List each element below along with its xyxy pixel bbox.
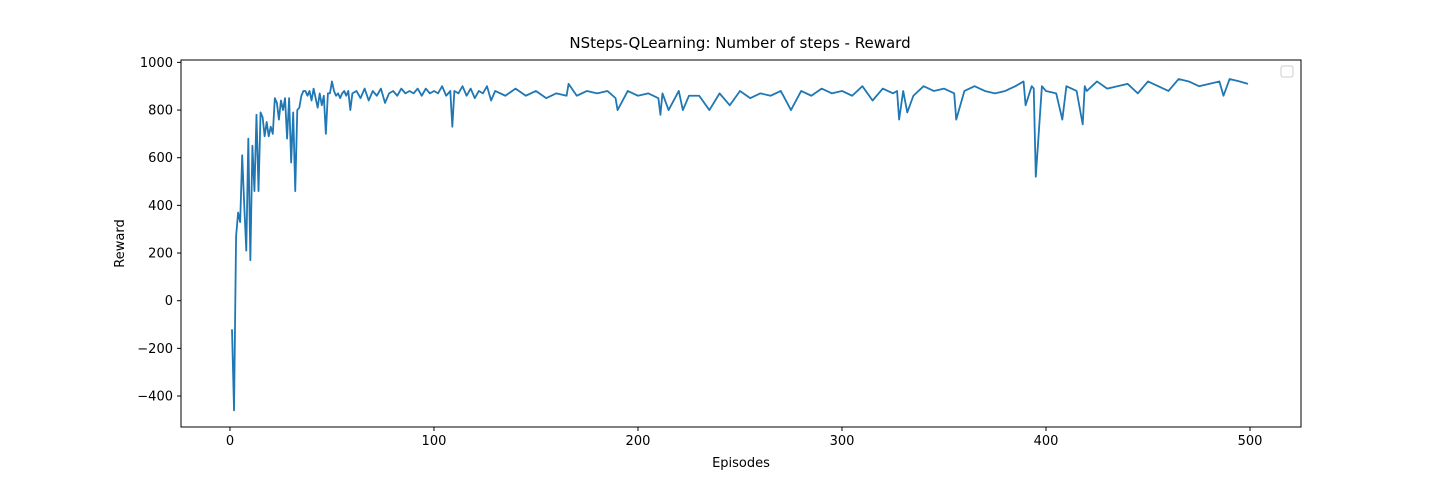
x-tick-label: 0 [226,434,234,449]
x-tick-label: 500 [1238,434,1263,449]
y-tick-label: 400 [148,199,173,214]
x-tick-label: 100 [422,434,447,449]
x-tick-label: 300 [830,434,855,449]
x-tick-label: 200 [626,434,651,449]
x-axis-label: Episodes [712,456,770,471]
plot-area-frame [180,59,1302,428]
series-line-0 [231,78,1249,412]
x-tick-label: 400 [1034,434,1059,449]
y-tick-label: −200 [137,342,173,357]
y-axis-label: Reward [113,219,128,267]
y-tick-label: −400 [137,390,173,405]
y-tick-label: 0 [165,294,173,309]
y-tick-label: 600 [148,151,173,166]
series-group [231,78,1249,412]
y-tick-label: 1000 [140,56,173,71]
y-tick-label: 200 [148,247,173,262]
legend-box [1280,65,1294,78]
chart-title: NSteps-QLearning: Number of steps - Rewa… [569,34,910,52]
axes: 0 100 200 300 400 500 −400 −200 0 200 400 600 800 100… [137,56,1262,449]
y-tick-label: 800 [148,104,173,119]
